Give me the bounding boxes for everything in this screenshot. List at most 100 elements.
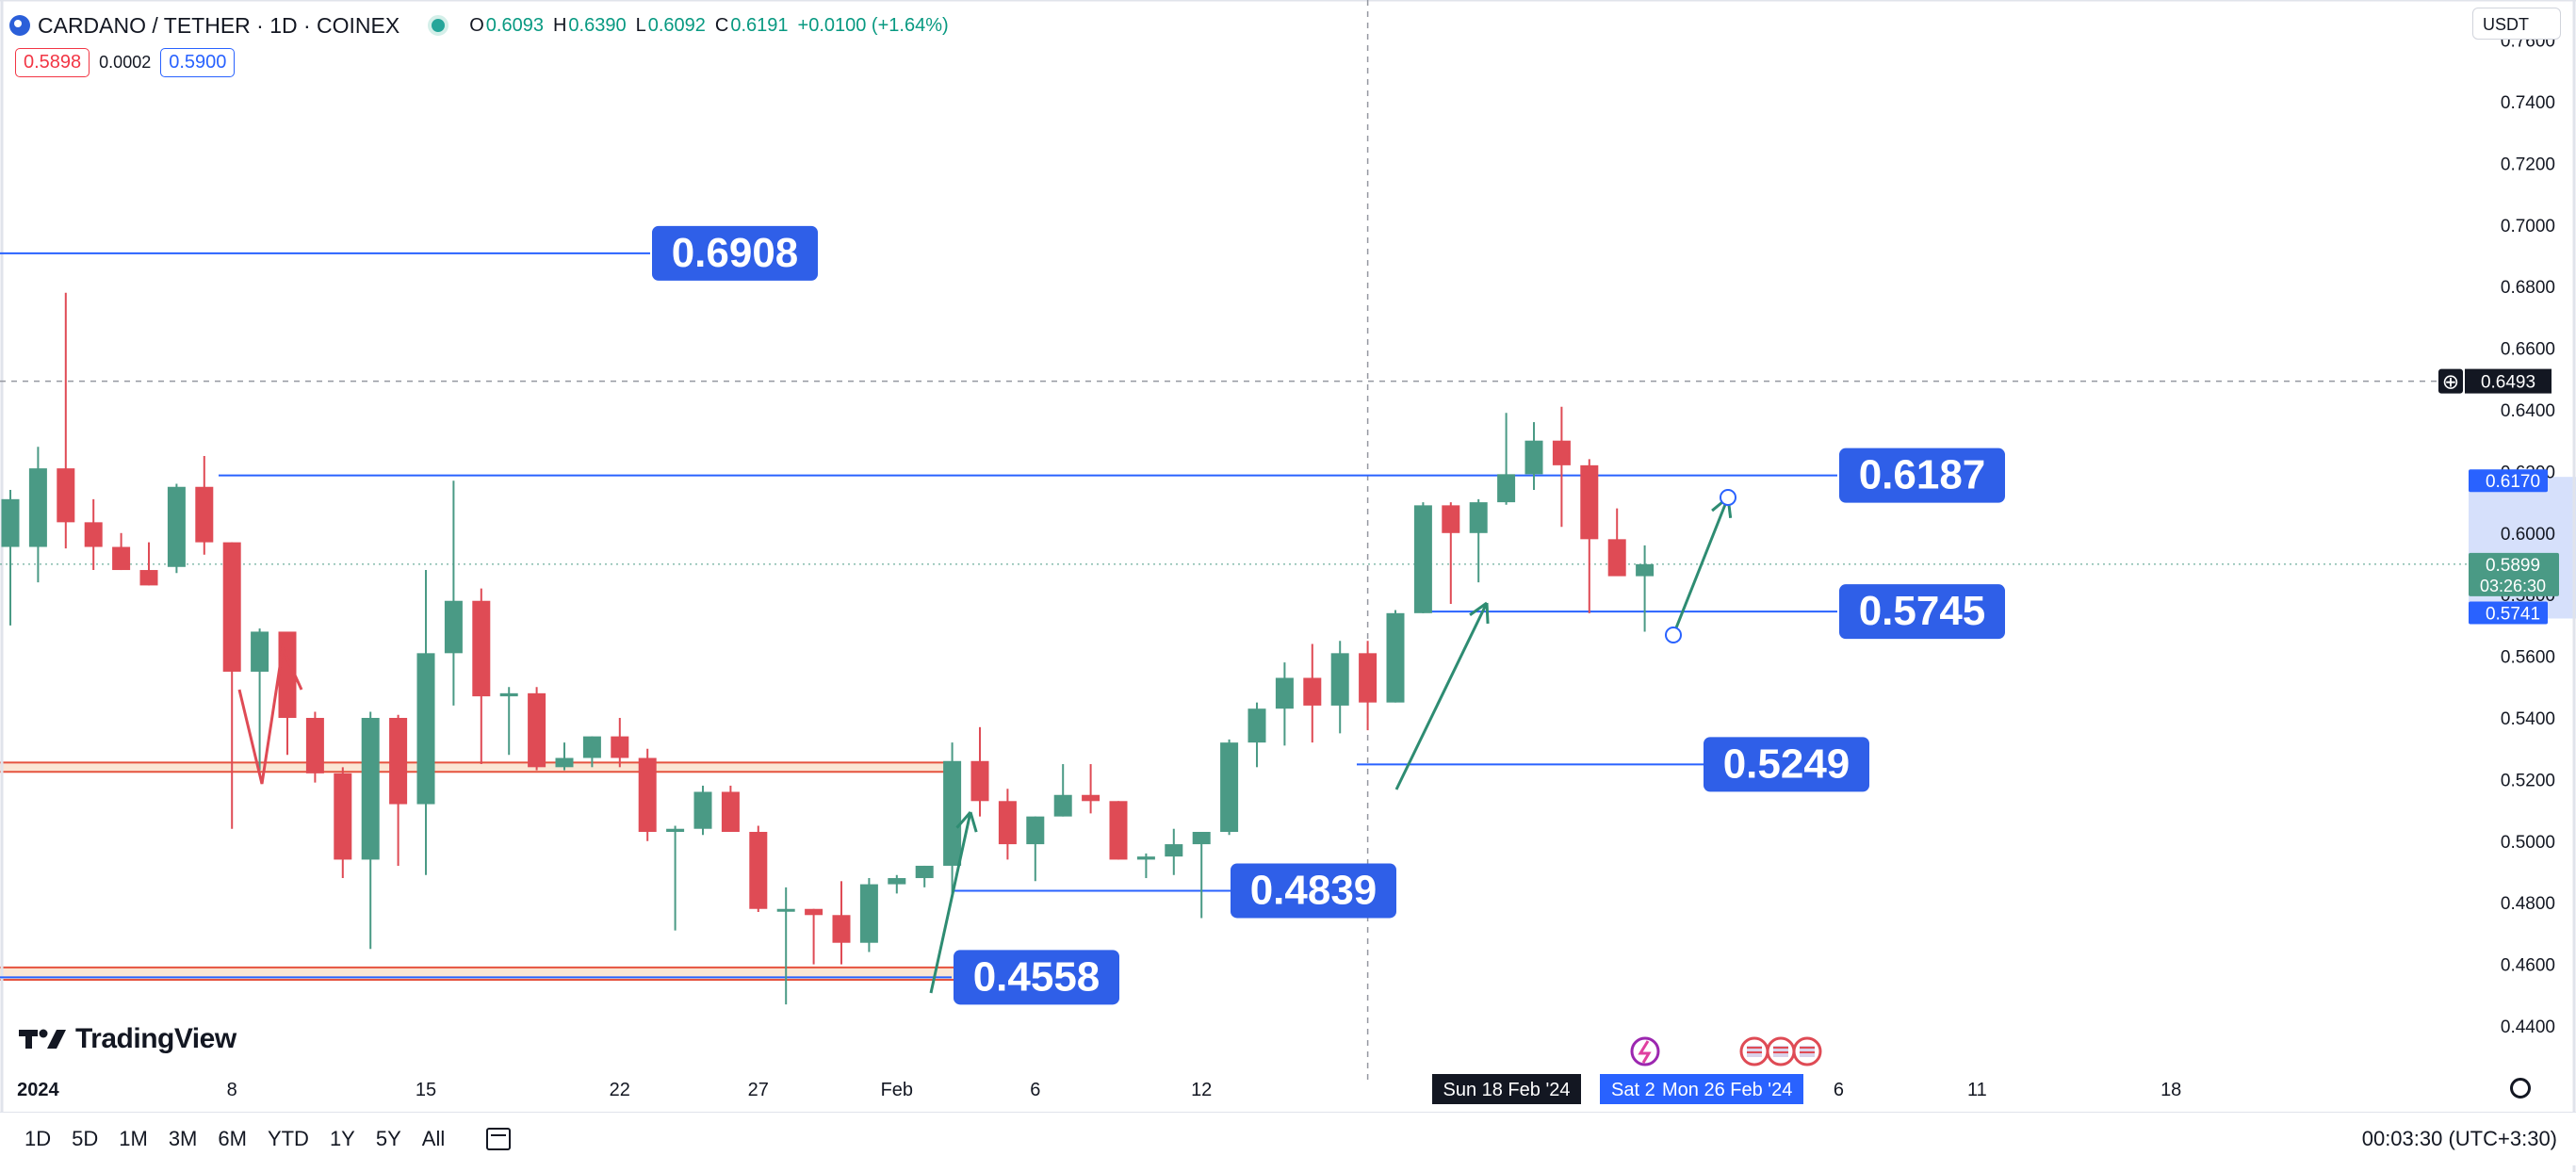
candle-body[interactable] [888, 878, 906, 885]
candle-body[interactable] [139, 570, 158, 586]
candle-body[interactable] [1552, 440, 1571, 465]
candle-body[interactable] [1607, 539, 1626, 577]
candle-body[interactable] [1330, 653, 1349, 706]
candle-body[interactable] [1026, 816, 1045, 845]
candle-body[interactable] [832, 915, 851, 943]
candle-body[interactable] [361, 718, 380, 860]
price-level-label[interactable]: 0.4839 [1250, 867, 1378, 913]
market-open-status-icon [428, 15, 449, 36]
range-all[interactable]: All [421, 1127, 446, 1150]
price-level-label-bg [1839, 584, 2005, 640]
candle-body[interactable] [305, 718, 324, 773]
add-alert-icon[interactable] [2438, 368, 2463, 394]
candle-body[interactable] [528, 692, 546, 768]
candle-body[interactable] [721, 791, 740, 832]
candle-body[interactable] [1247, 708, 1266, 743]
lightning-event-icon[interactable] [1630, 1036, 1660, 1066]
price-level-label[interactable]: 0.6908 [672, 230, 799, 276]
axis-price-tag[interactable]: 0.5741 [2486, 604, 2540, 624]
candle-body[interactable] [776, 908, 795, 912]
range-1d[interactable]: 1D [24, 1127, 52, 1150]
candle-body[interactable] [943, 760, 962, 866]
symbol-title[interactable]: CARDANO / TETHER · 1D · COINEX [38, 12, 400, 38]
candle-body[interactable] [915, 865, 934, 879]
axis-price-tag[interactable]: 0.6170 [2486, 472, 2540, 492]
range-5d[interactable]: 5D [72, 1127, 99, 1150]
candle-body[interactable] [998, 801, 1017, 845]
range-1y[interactable]: 1Y [329, 1127, 355, 1150]
candle-body[interactable] [1636, 563, 1655, 577]
candle-body[interactable] [1524, 440, 1543, 475]
candle-body[interactable] [1442, 505, 1460, 533]
candle-body[interactable] [970, 760, 989, 802]
candle-body[interactable] [1469, 502, 1488, 533]
candle-body[interactable] [1109, 801, 1128, 860]
candle-body[interactable] [334, 773, 352, 860]
candle-body[interactable] [416, 653, 435, 805]
candle-body[interactable] [28, 468, 47, 547]
candle-body[interactable] [1053, 794, 1072, 817]
candle-body[interactable] [859, 884, 878, 943]
candle-body[interactable] [444, 600, 463, 654]
candle-body[interactable] [1580, 464, 1599, 540]
candle-body[interactable] [805, 908, 823, 916]
candle-body[interactable] [1303, 677, 1322, 706]
candle-body[interactable] [112, 546, 131, 571]
bid-price[interactable]: 0.5898 [15, 47, 90, 77]
candle-body[interactable] [84, 522, 103, 547]
candle-body[interactable] [693, 791, 712, 829]
candle-body[interactable] [1192, 831, 1211, 845]
candle-body[interactable] [389, 718, 408, 805]
price-level-label[interactable]: 0.5249 [1723, 741, 1850, 787]
trend-arrow [1394, 602, 1489, 790]
range-3m[interactable]: 3M [168, 1127, 198, 1150]
ask-price[interactable]: 0.5900 [160, 47, 236, 77]
candle-body[interactable] [222, 542, 241, 672]
price-level-label[interactable]: 0.6187 [1859, 452, 1986, 498]
candle-body[interactable] [499, 692, 518, 697]
candle-body[interactable] [666, 828, 685, 832]
candle-body[interactable] [1413, 505, 1432, 613]
candle-body[interactable] [1497, 474, 1516, 503]
axis-price-tag[interactable]: 0.5899 [2486, 556, 2540, 576]
range-1m[interactable]: 1M [119, 1127, 148, 1150]
ohlc-close: C 0.6191 [714, 14, 789, 36]
candle-body[interactable] [195, 486, 214, 543]
drawing-date-tag[interactable]: Sat 2 [1611, 1080, 1655, 1100]
candle-body[interactable] [1220, 742, 1239, 832]
price-level-label[interactable]: 0.5745 [1859, 588, 1986, 634]
candle-body[interactable] [1, 498, 20, 547]
candle-body[interactable] [1082, 794, 1101, 802]
calendar-goto-date-icon[interactable] [486, 1128, 512, 1150]
drawing-date-tag[interactable]: Mon 26 Feb '24 [1662, 1080, 1792, 1100]
currency-selector[interactable]: USDT [2472, 8, 2561, 40]
candle-body[interactable] [1359, 653, 1378, 703]
candle-body[interactable] [582, 736, 601, 758]
candle-body[interactable] [555, 757, 574, 768]
anchor-handle[interactable] [1665, 627, 1682, 643]
y-axis-tick-label: 0.6000 [2501, 525, 2555, 545]
candle-body[interactable] [472, 600, 491, 697]
candle-body[interactable] [1136, 856, 1155, 860]
candle-body[interactable] [1275, 677, 1294, 709]
candle-body[interactable] [167, 486, 186, 567]
candle-body[interactable] [611, 736, 629, 758]
settings-gear-icon[interactable] [2510, 1078, 2531, 1099]
candle-body[interactable] [1165, 844, 1183, 857]
candle-body[interactable] [749, 831, 768, 909]
candle-body[interactable] [251, 631, 269, 672]
anchor-handle[interactable] [1720, 489, 1736, 506]
trend-arrow [929, 811, 972, 994]
range-6m[interactable]: 6M [218, 1127, 247, 1150]
ohlc-low: L 0.6092 [635, 14, 706, 36]
range-ytd[interactable]: YTD [267, 1127, 309, 1150]
y-axis-tick-label: 0.5200 [2501, 771, 2555, 790]
utc-clock[interactable]: 00:03:30 (UTC+3:30) [2361, 1127, 2557, 1150]
range-5y[interactable]: 5Y [375, 1127, 401, 1150]
candle-body[interactable] [57, 468, 75, 523]
price-level-label[interactable]: 0.4558 [973, 953, 1101, 1000]
y-axis-tick-label: 0.6600 [2501, 340, 2555, 360]
candle-body[interactable] [638, 757, 657, 832]
candle-body[interactable] [1386, 612, 1405, 703]
